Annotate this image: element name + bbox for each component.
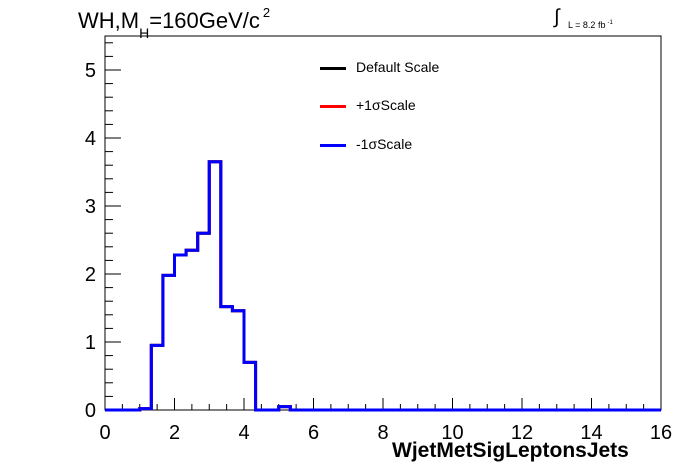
title-main: WH,M <box>78 8 140 33</box>
integral-symbol: ∫ <box>554 6 560 28</box>
series-line-0 <box>105 160 661 412</box>
luminosity-text: L = 8.2 fb -1 <box>568 20 613 30</box>
x-tick-label: 4 <box>238 422 249 444</box>
y-tick-label: 2 <box>85 264 96 286</box>
y-tick-label: 3 <box>85 196 96 218</box>
x-axis-label: WjetMetSigLeptonsJets <box>392 439 629 462</box>
luminosity-unit-sup: -1 <box>607 20 613 26</box>
x-tick-label: 2 <box>169 422 180 444</box>
x-tick-label: 12 <box>511 422 533 444</box>
legend-label-minus-sigma: -1σScale <box>356 136 413 152</box>
chart-title: WH,MH=160GeV/c 2 <box>78 5 271 41</box>
x-tick-label: 16 <box>650 422 672 444</box>
series-layer <box>105 160 661 412</box>
plot-frame <box>104 35 662 411</box>
x-tick-label: 10 <box>441 422 463 444</box>
title-subscript: H <box>139 25 150 41</box>
legend-entry-minus-sigma: -1σScale <box>318 135 478 155</box>
y-tick-label: 1 <box>85 332 96 354</box>
series-line-1 <box>105 160 661 412</box>
legend-label-plus-sigma: +1σScale <box>356 97 416 113</box>
y-tick-label: 4 <box>85 128 96 150</box>
title-rest: =160GeV/c <box>149 8 260 33</box>
legend-entry-default: Default Scale <box>318 58 478 78</box>
x-tick-label: 0 <box>99 422 110 444</box>
title-superscript: 2 <box>262 5 271 20</box>
legend-swatch-default <box>320 67 346 70</box>
legend-label-default: Default Scale <box>356 59 440 75</box>
y-axis-ticks: 0 1 2 3 4 5 <box>85 42 121 422</box>
legend-swatch-minus-sigma <box>320 144 346 147</box>
x-tick-label: 6 <box>308 422 319 444</box>
x-axis-ticks: 0 2 4 6 8 10 12 14 16 <box>99 398 672 444</box>
legend-swatch-plus-sigma <box>320 105 346 108</box>
x-tick-label: 14 <box>580 422 602 444</box>
legend-entry-plus-sigma: +1σScale <box>318 96 478 116</box>
y-tick-label: 0 <box>85 400 96 422</box>
series-line-2 <box>105 160 661 412</box>
y-tick-label: 5 <box>85 60 96 82</box>
luminosity-value: L = 8.2 fb <box>568 20 606 30</box>
x-tick-label: 8 <box>377 422 388 444</box>
